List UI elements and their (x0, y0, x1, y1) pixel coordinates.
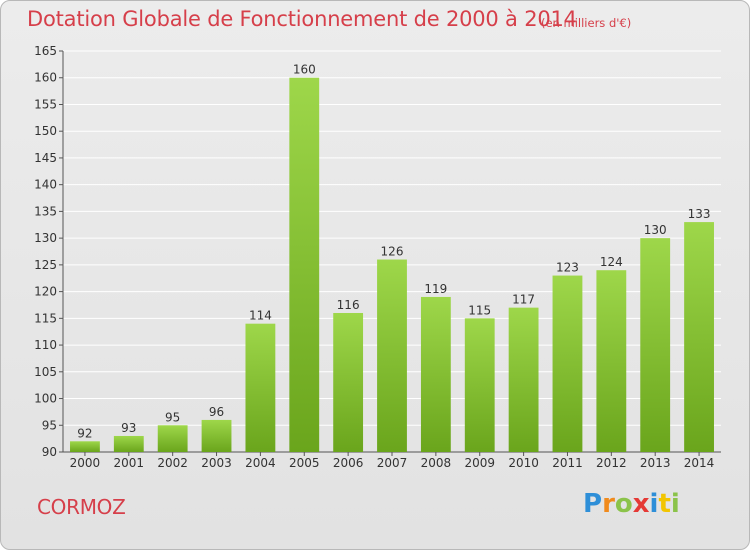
y-tick-label: 165 (34, 44, 57, 58)
logo-letter: i (649, 489, 659, 519)
x-tick-label: 2009 (464, 456, 495, 470)
bar-2003 (201, 419, 232, 452)
x-tick-label: 2004 (245, 456, 276, 470)
value-labels: 92 93 95 96 114 160 116 126 119 115 117 123 124 130 13… (77, 63, 710, 441)
bar-2008 (420, 296, 451, 452)
bars (70, 77, 714, 452)
value-label-2007: 126 (381, 245, 404, 259)
value-label-2012: 124 (600, 255, 623, 269)
value-label-2010: 117 (512, 293, 535, 307)
y-tick-label: 105 (34, 365, 57, 379)
value-label-2009: 115 (468, 303, 491, 317)
y-tick-label: 120 (34, 285, 57, 299)
x-tick-label: 2007 (377, 456, 408, 470)
logo-letter: P (583, 489, 603, 519)
value-label-2013: 130 (644, 223, 667, 237)
value-label-2014: 133 (688, 207, 711, 221)
x-tick-label: 2008 (421, 456, 452, 470)
x-tick-label: 2011 (552, 456, 583, 470)
x-tick-label: 2003 (201, 456, 232, 470)
bar-2006 (333, 312, 364, 452)
bar-2014 (684, 222, 714, 452)
proxiti-logo[interactable]: Proxiti (583, 489, 680, 519)
bar-2000 (70, 441, 100, 452)
logo-letter: i (670, 489, 680, 519)
y-tick-label: 125 (34, 258, 57, 272)
bar-2001 (113, 435, 144, 452)
y-tick-label: 160 (34, 71, 57, 85)
x-tick-label: 2002 (157, 456, 188, 470)
bar-2005 (289, 77, 320, 452)
y-tick-label: 140 (34, 178, 57, 192)
logo-letter: r (602, 489, 615, 519)
y-tick-label: 145 (34, 151, 57, 165)
value-label-2000: 92 (77, 426, 92, 440)
bar-2012 (596, 270, 627, 452)
value-label-2008: 119 (424, 282, 447, 296)
x-tick-label: 2012 (596, 456, 627, 470)
chart-title: Dotation Globale de Fonctionnement de 20… (27, 7, 577, 31)
y-tick-label: 150 (34, 124, 57, 138)
logo-letter: x (632, 489, 650, 519)
y-tick-label: 135 (34, 204, 57, 218)
y-tick-label: 130 (34, 231, 57, 245)
bar-2004 (245, 323, 276, 452)
y-tick-label: 90 (42, 445, 57, 459)
x-tick-label: 2000 (70, 456, 101, 470)
x-tick-label: 2014 (684, 456, 715, 470)
y-tick-label: 155 (34, 97, 57, 111)
value-label-2005: 160 (293, 63, 316, 77)
bar-2010 (508, 307, 539, 452)
value-label-2006: 116 (337, 298, 360, 312)
logo-letter: o (614, 489, 633, 519)
axes: 90 95 100 105 110 115 120 125 130 135 140 145 150 155… (34, 44, 721, 470)
logo-letter: t (658, 489, 671, 519)
x-tick-label: 2001 (114, 456, 145, 470)
y-tick-label: 95 (42, 418, 57, 432)
bar-2007 (377, 259, 407, 452)
bar-2011 (552, 275, 583, 452)
bar-2013 (640, 238, 671, 452)
x-tick-label: 2013 (640, 456, 671, 470)
bar-2002 (157, 425, 188, 452)
value-label-2011: 123 (556, 261, 579, 275)
x-tick-label: 2005 (289, 456, 320, 470)
x-tick-label: 2006 (333, 456, 364, 470)
value-label-2003: 96 (209, 405, 224, 419)
chart-unit-note: (en milliers d'€) (541, 16, 632, 30)
bar-2009 (464, 318, 495, 452)
x-tick-label: 2010 (508, 456, 539, 470)
commune-name: CORMOZ (37, 495, 126, 519)
value-label-2004: 114 (249, 309, 272, 323)
value-label-2002: 95 (165, 410, 180, 424)
y-tick-label: 110 (34, 338, 57, 352)
y-tick-label: 115 (34, 311, 57, 325)
value-label-2001: 93 (121, 421, 136, 435)
y-tick-label: 100 (34, 392, 57, 406)
